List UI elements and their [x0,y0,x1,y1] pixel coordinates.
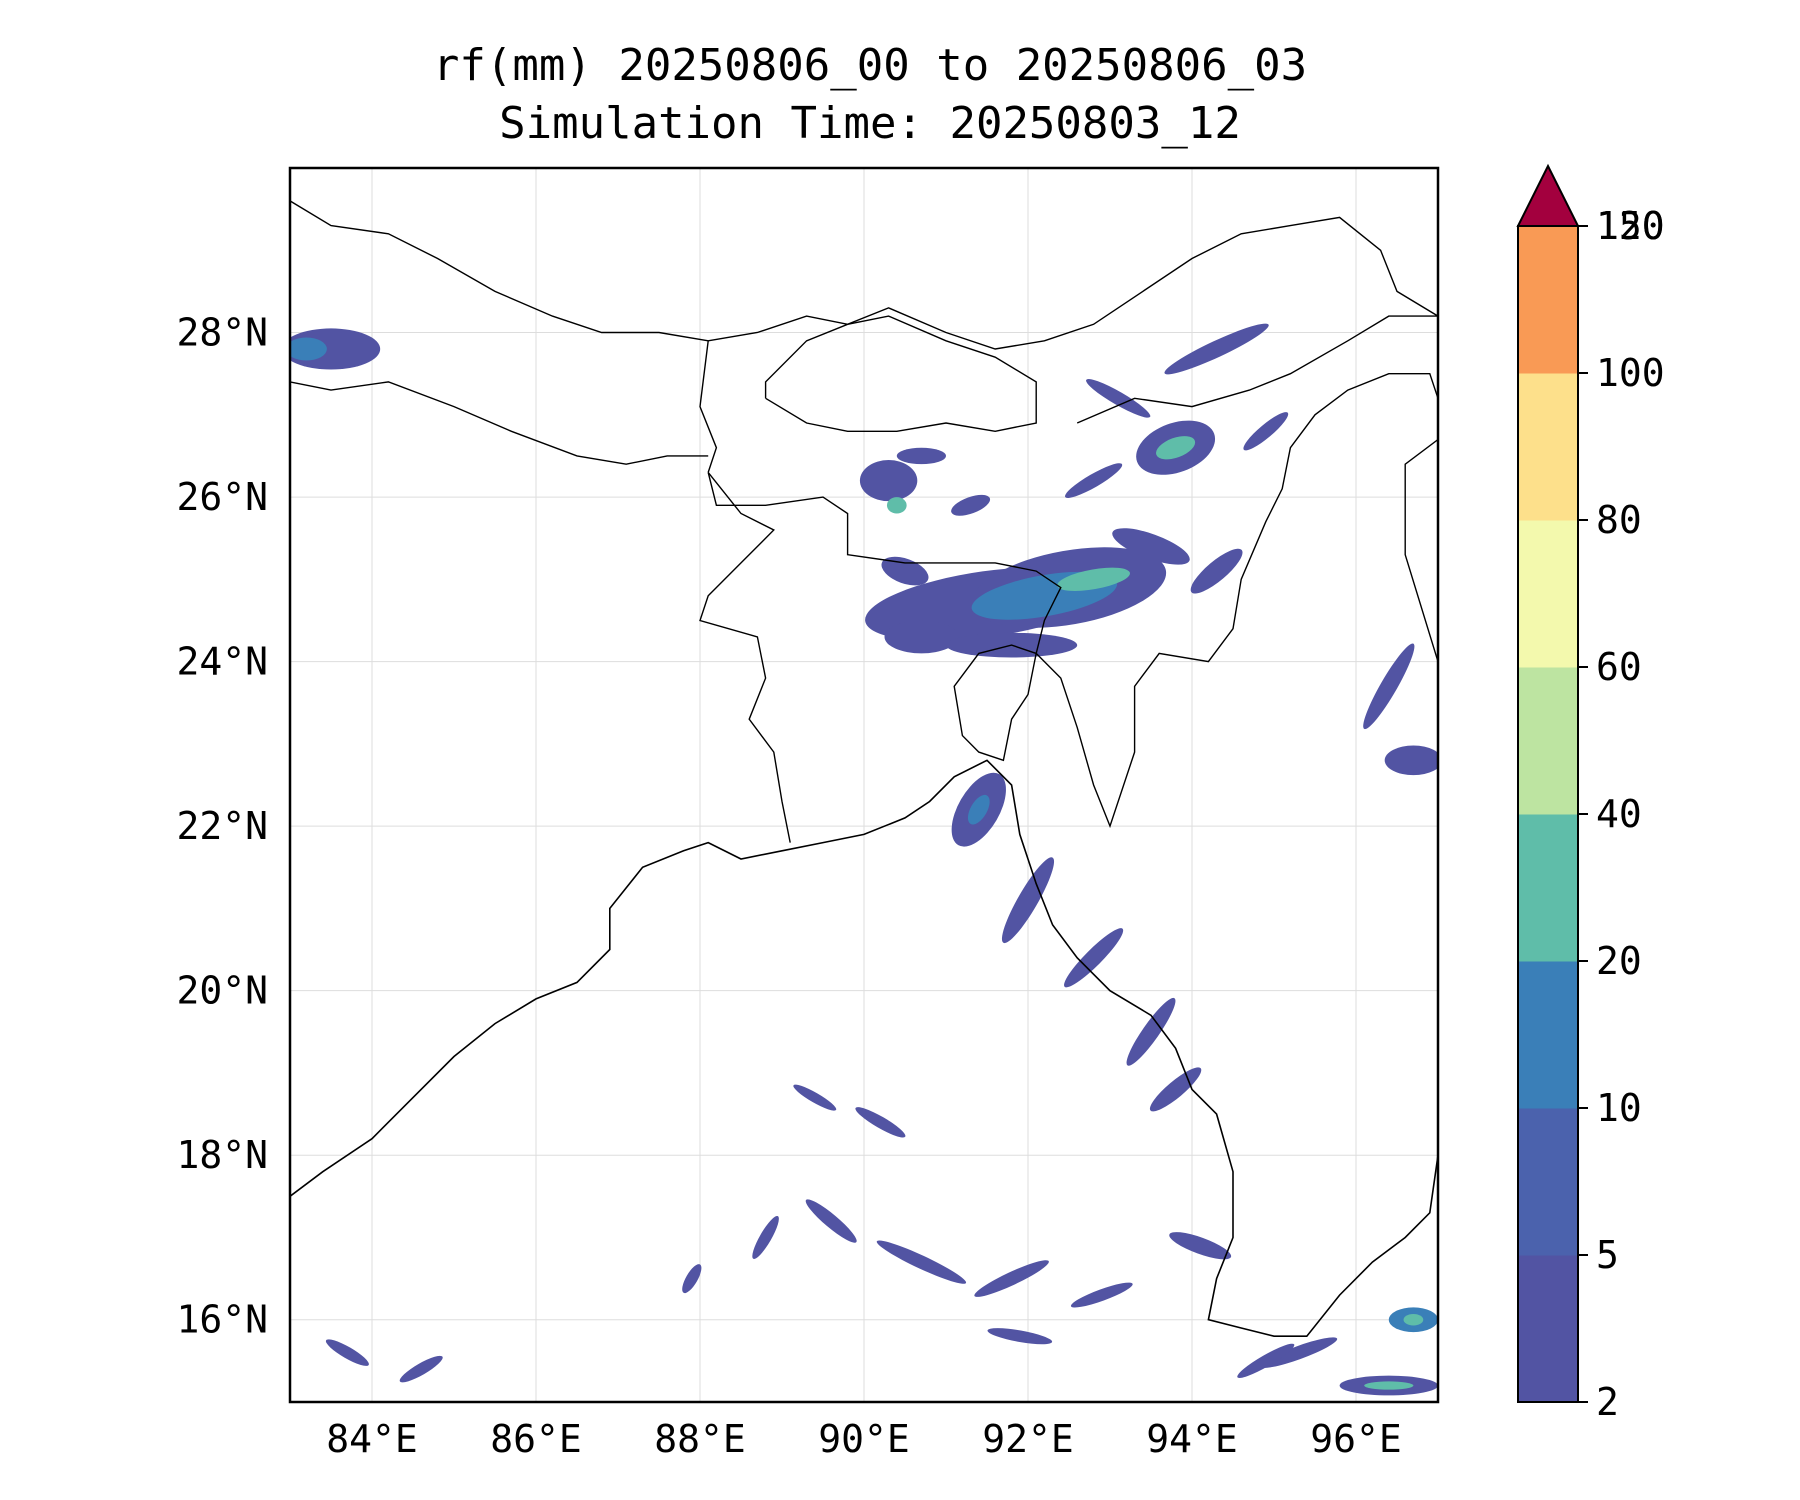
rainfall-area [1384,745,1438,776]
colorbar-label: 2 [1596,1380,1619,1424]
lat-tick-label: 18°N [176,1133,268,1177]
country-border [764,315,1037,433]
lon-tick-label: 84°E [326,1417,418,1461]
political-boundaries [290,200,1438,1337]
colorbar-label: 40 [1596,792,1642,836]
rainfall-area [1260,1337,1338,1368]
colorbar-segment [1518,814,1578,962]
lat-tick-label: 24°N [176,640,268,684]
lat-tick-label: 26°N [176,475,268,519]
colorbar-label: 20 [1596,939,1642,983]
rainfall-area [1086,379,1151,418]
country-border [1404,438,1438,662]
lon-tick-label: 92°E [982,1417,1074,1461]
rainfall-area [987,1328,1053,1345]
rainfall-area [1237,1343,1295,1379]
colorbar-label: 80 [1596,498,1642,542]
rainfall-area [1169,1232,1232,1260]
lat-tick-label: 22°N [176,804,268,848]
rainfall-area [325,1339,369,1366]
colorbar-segment [1518,226,1578,374]
rainfall-area [881,556,929,586]
rainfall-area [1190,548,1243,594]
rainfall-contours [290,323,1438,1396]
colorbar-label: 150 [1596,204,1665,248]
rainfall-area [974,1260,1049,1297]
rainfall-area [1126,997,1176,1066]
country-border [1035,373,1438,829]
country-border [699,471,791,843]
map-title: rf(mm) 20250806_00 to 20250806_03 [432,40,1308,91]
rainfall-area [876,1240,967,1284]
lat-tick-label: 20°N [176,969,268,1013]
map-frame [288,166,1440,1404]
rainfall-area [855,1107,906,1138]
colorbar-label: 100 [1596,351,1665,395]
lon-tick-label: 86°E [490,1417,582,1461]
lon-tick-label: 88°E [654,1417,746,1461]
rainfall-area [859,460,918,502]
rainfall-area [1057,567,1130,591]
rainfall-area [399,1355,443,1383]
lon-tick-label: 94°E [1146,1417,1238,1461]
rainfall-area [896,447,947,465]
rainfall-area [1070,1282,1133,1308]
colorbar-segment [1518,373,1578,521]
rainfall-area [793,1084,837,1111]
rainfall-area [752,1215,779,1259]
rainfall-area [1064,928,1124,988]
country-border [953,644,1037,762]
colorbar-segment [1518,520,1578,668]
colorbar-label: 120 [1596,204,1665,248]
colorbar-label: 60 [1596,645,1642,689]
colorbar-label: 5 [1596,1233,1619,1277]
lon-tick-label: 90°E [818,1417,910,1461]
rainfall-area [1156,436,1196,460]
coastline [290,759,1438,1337]
longitude-axis: 84°E 86°E 88°E 90°E 92°E 94°E 96°E [326,1417,1402,1461]
country-border [699,340,718,473]
rainfall-area [290,337,327,361]
colorbar-extend-triangle [1516,163,1580,227]
rainfall-area [1243,412,1289,451]
country-border [707,472,1062,654]
country-border [1076,315,1438,424]
country-border [290,381,709,465]
rainfall-area [805,1199,857,1243]
colorbar-label: 10 [1596,1086,1642,1130]
rainfall-area [967,794,990,825]
colorbar-segment [1518,1108,1578,1256]
rainfall-area [1112,528,1190,565]
country-border [290,200,1438,350]
map-subtitle: Simulation Time: 20250803_12 [499,98,1241,149]
rainfall-area [951,494,991,516]
colorbar-segment [1518,1255,1578,1403]
lat-tick-label: 28°N [176,311,268,355]
rainfall-area [682,1264,702,1294]
rainfall-area [886,497,907,514]
rainfall-area [1364,1381,1414,1390]
rainfall-area [1001,857,1055,944]
rainfall-area [1403,1313,1424,1326]
lon-tick-label: 96°E [1310,1417,1402,1461]
latitude-axis: 16°N 18°N 20°N 22°N 24°N 26°N 28°N [176,311,268,1342]
colorbar-segment [1518,667,1578,815]
rainfall-area [1065,463,1123,498]
rainfall-area [1363,643,1415,730]
colorbar-segment [1518,961,1578,1109]
lat-tick-label: 16°N [176,1298,268,1342]
rainfall-area [884,620,959,654]
rainfall-area [1164,323,1269,375]
